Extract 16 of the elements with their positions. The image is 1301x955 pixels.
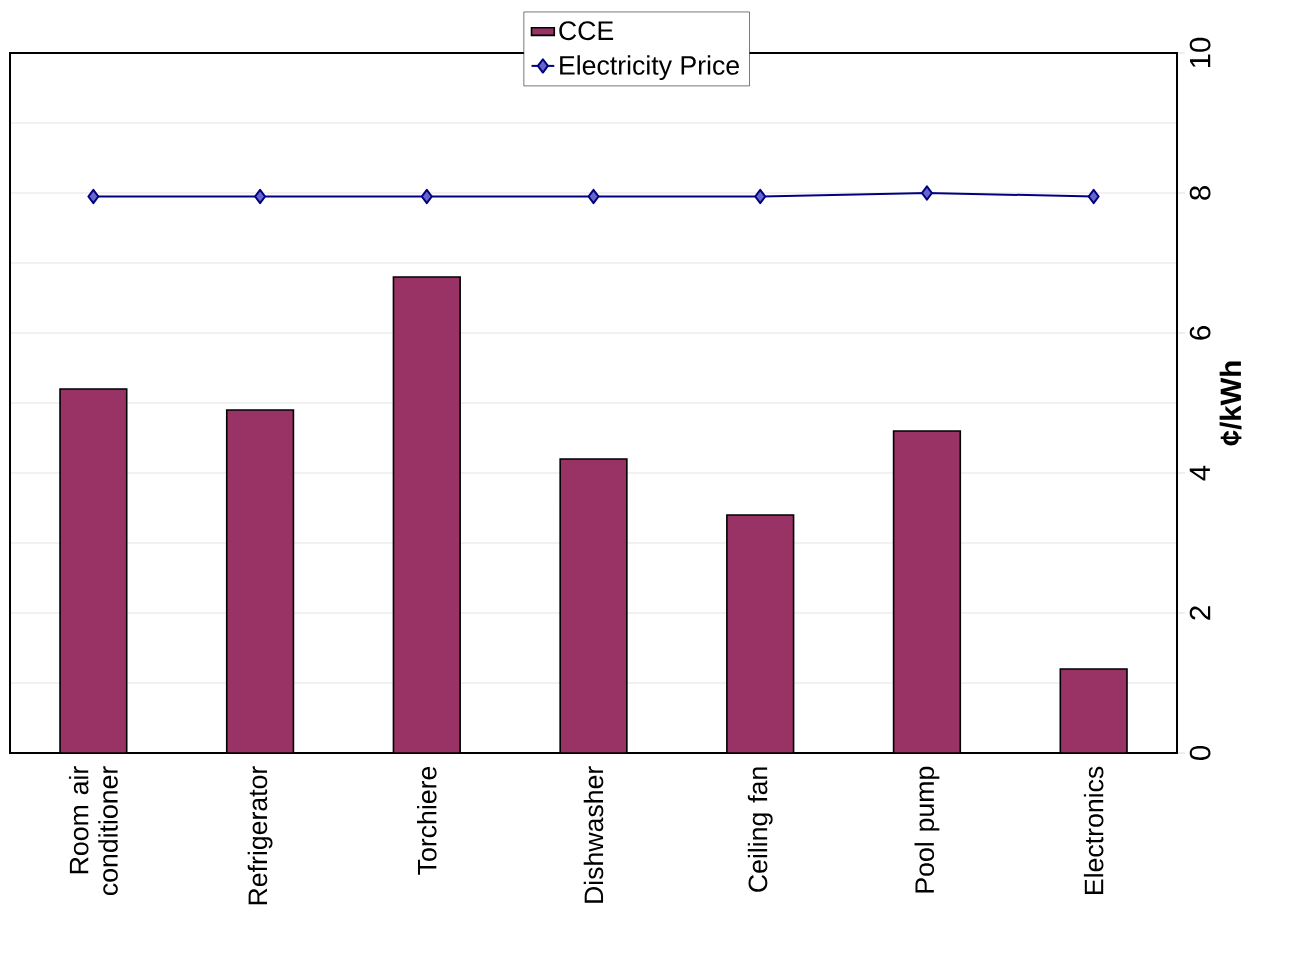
legend-label: Electricity Price — [560, 55, 739, 81]
x-tick-label: Dishwasher — [583, 766, 604, 903]
y-tick-label: 0 — [1189, 745, 1211, 760]
x-tick-label: Electronics — [1083, 766, 1104, 894]
legend-label: CCE — [559, 21, 614, 41]
x-tick-label: Torchiere — [417, 766, 437, 875]
y-tick-label: 8 — [1189, 186, 1211, 200]
x-tick-label: Refrigerator — [247, 766, 273, 905]
y-tick-label: 6 — [1189, 326, 1211, 340]
x-tick-label: Room air conditioner — [68, 766, 118, 896]
y-tick-label: 2 — [1189, 606, 1211, 620]
y-tick-label: 4 — [1189, 465, 1210, 481]
y-tick-label: 10 — [1189, 37, 1211, 68]
y-axis-title: ¢/kWh — [1219, 361, 1242, 446]
x-tick-label: Ceiling fan — [747, 767, 773, 892]
x-tick-label: Pool pump — [914, 766, 940, 893]
